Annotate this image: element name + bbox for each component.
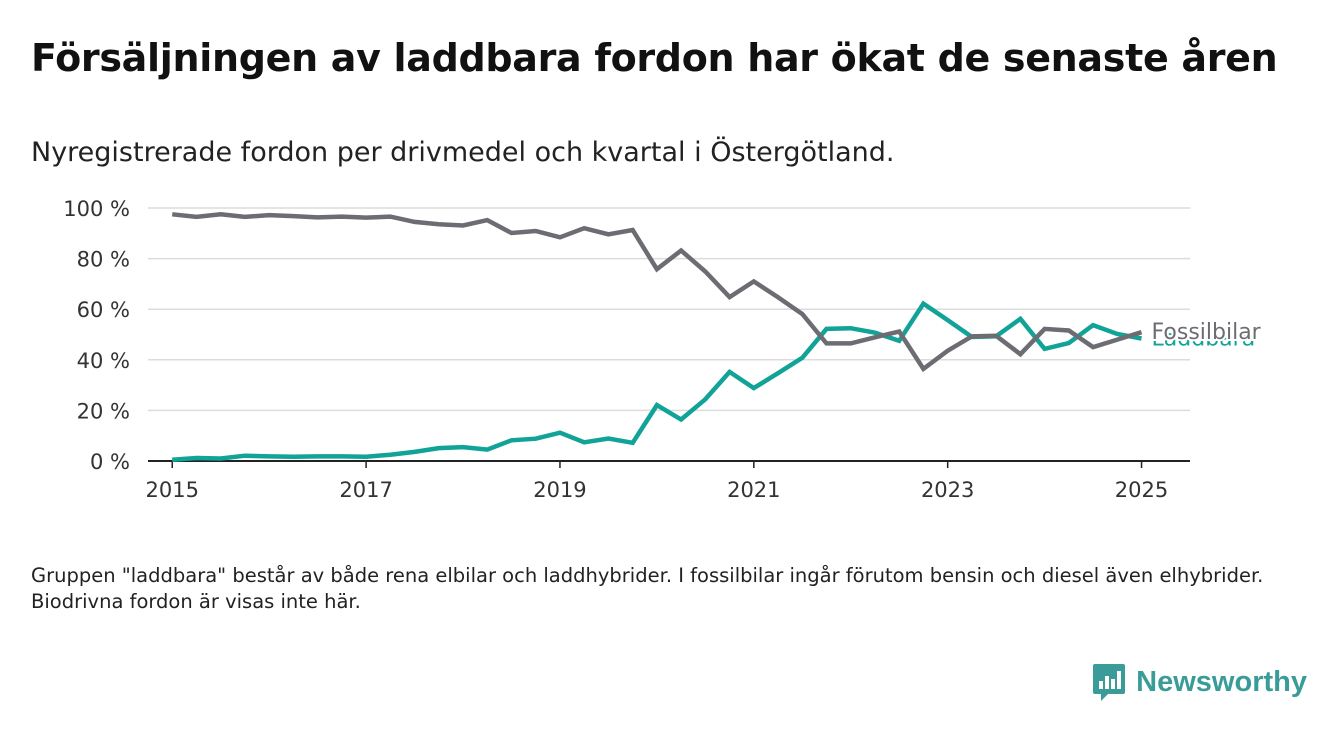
footnote: Gruppen "laddbara" består av både rena e… [31, 564, 1264, 613]
y-tick-label: 60 % [77, 298, 130, 322]
gridlines [148, 207, 1190, 412]
series-line-laddbara [172, 300, 1142, 462]
x-tick-label: 2019 [533, 478, 586, 502]
y-tick-label: 80 % [77, 248, 130, 272]
line-chart: 0 % 20 % 40 % 60 % 80 % 100 % 2015 2017 2019 2021… [63, 197, 1264, 502]
x-tick-label: 2023 [921, 478, 974, 502]
series-label-laddbara: Laddbara [1152, 327, 1256, 352]
chart-title: Försäljningen av laddbara fordon har öka… [31, 36, 1278, 80]
y-tick-label: 40 % [77, 349, 130, 373]
series-lines [171, 212, 1143, 462]
y-tick-label: 100 % [63, 197, 130, 221]
y-tick-label: 0 % [90, 450, 130, 474]
y-tick-label: 20 % [77, 399, 130, 423]
series-label-fossilbilar: Fossilbilar [1152, 320, 1262, 345]
x-tick-label: 2015 [146, 478, 199, 502]
chart-subtitle: Nyregistrerade fordon per drivmedel och … [31, 137, 895, 168]
x-tick-label: 2021 [727, 478, 780, 502]
axes: 0 % 20 % 40 % 60 % 80 % 100 % 2015 2017 2019 2021… [63, 197, 1190, 502]
x-tick-label: 2025 [1115, 478, 1168, 502]
brand-name: Newsworthy [1136, 665, 1307, 698]
x-tick-label: 2017 [339, 478, 392, 502]
series-line-fossilbilar [171, 212, 1143, 373]
brand-logo: Newsworthy [1092, 662, 1307, 702]
newsworthy-logo-icon [1093, 664, 1126, 701]
